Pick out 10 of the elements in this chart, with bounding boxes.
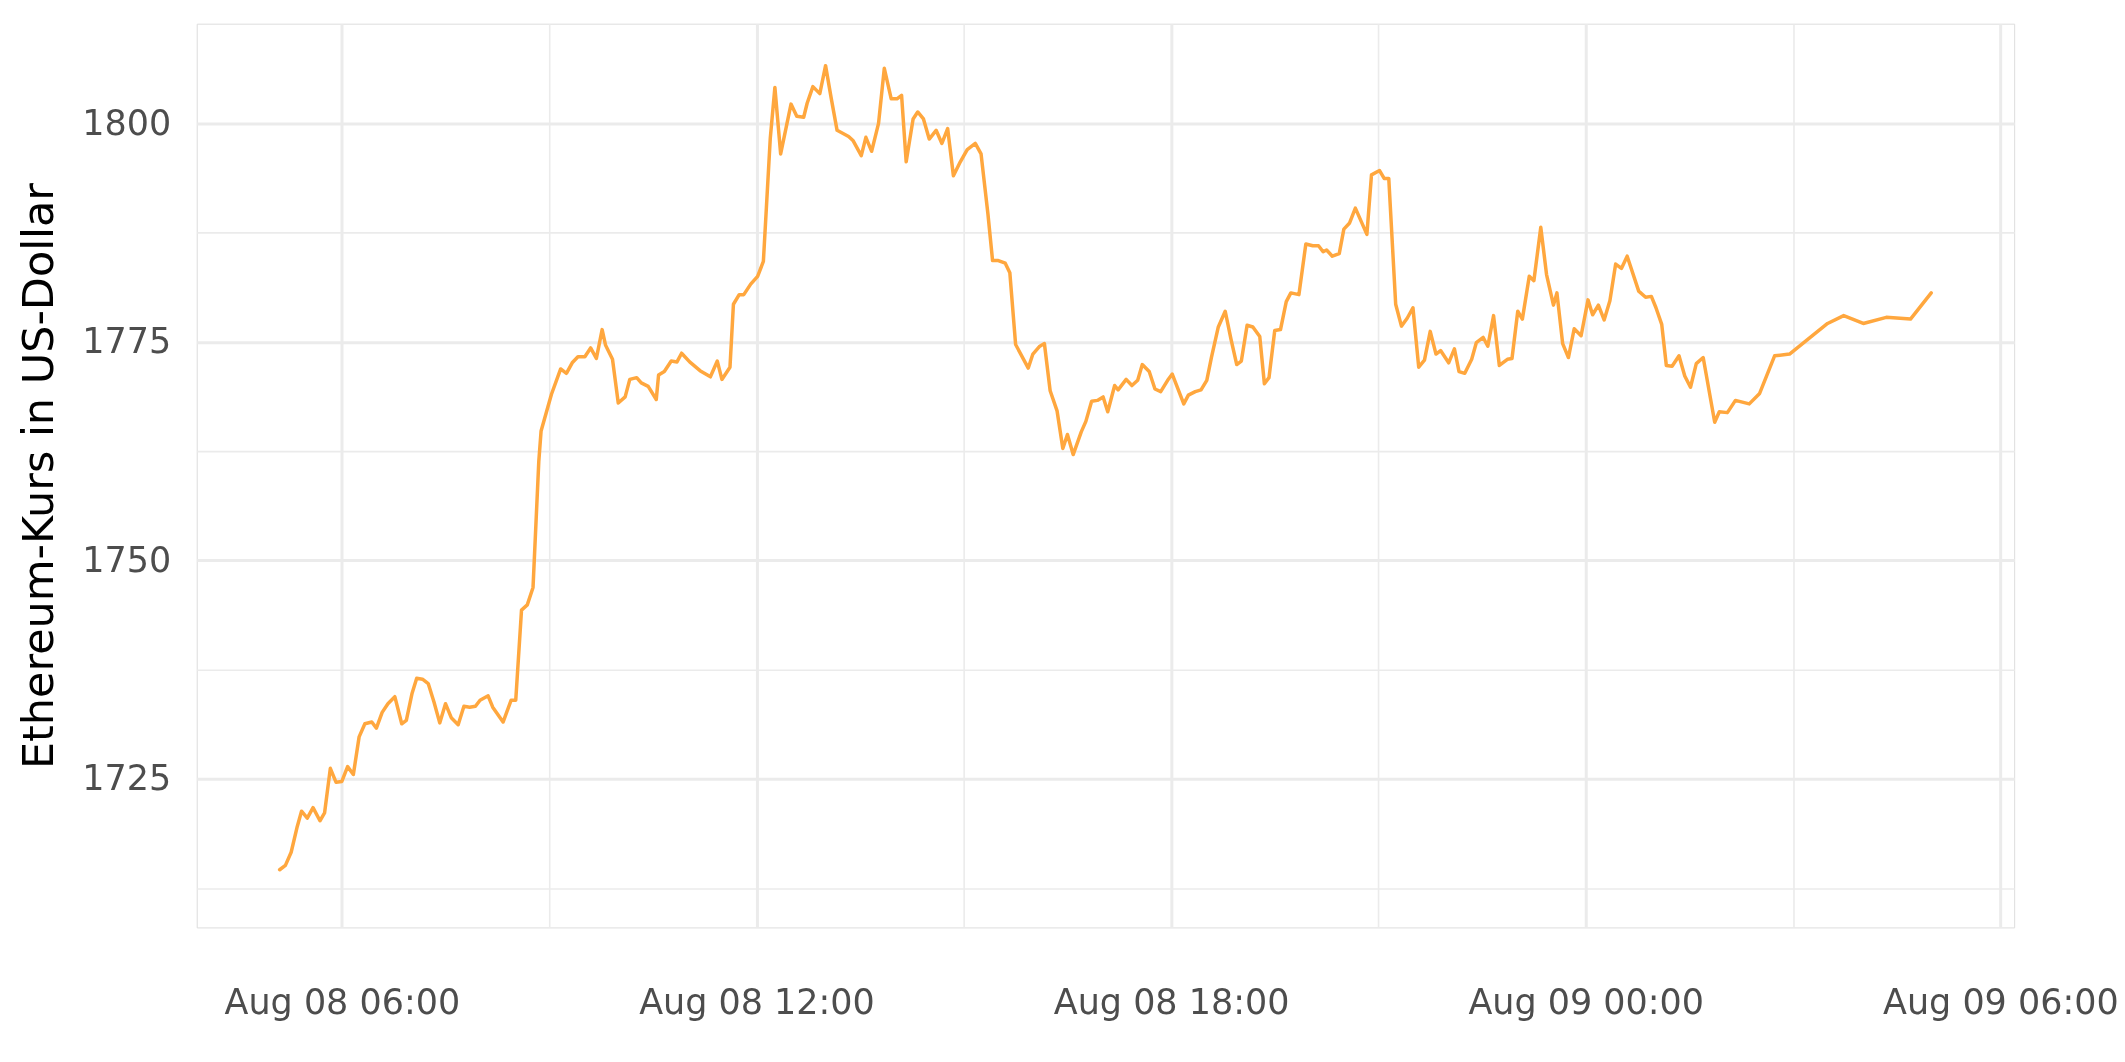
x-tick-label: Aug 09 00:00 [1468, 981, 1704, 1022]
x-tick-label: Aug 08 12:00 [639, 981, 875, 1022]
x-tick-label: Aug 09 06:00 [1883, 981, 2119, 1022]
y-tick-label: 1775 [82, 321, 172, 362]
x-tick-label: Aug 08 06:00 [224, 981, 461, 1022]
y-tick-label: 1800 [82, 102, 172, 143]
y-axis-title: Ethereum-Kurs in US-Dollar [13, 182, 64, 770]
x-tick-label: Aug 08 18:00 [1053, 981, 1290, 1022]
y-tick-label: 1725 [82, 758, 172, 799]
y-tick-label: 1750 [82, 539, 172, 580]
